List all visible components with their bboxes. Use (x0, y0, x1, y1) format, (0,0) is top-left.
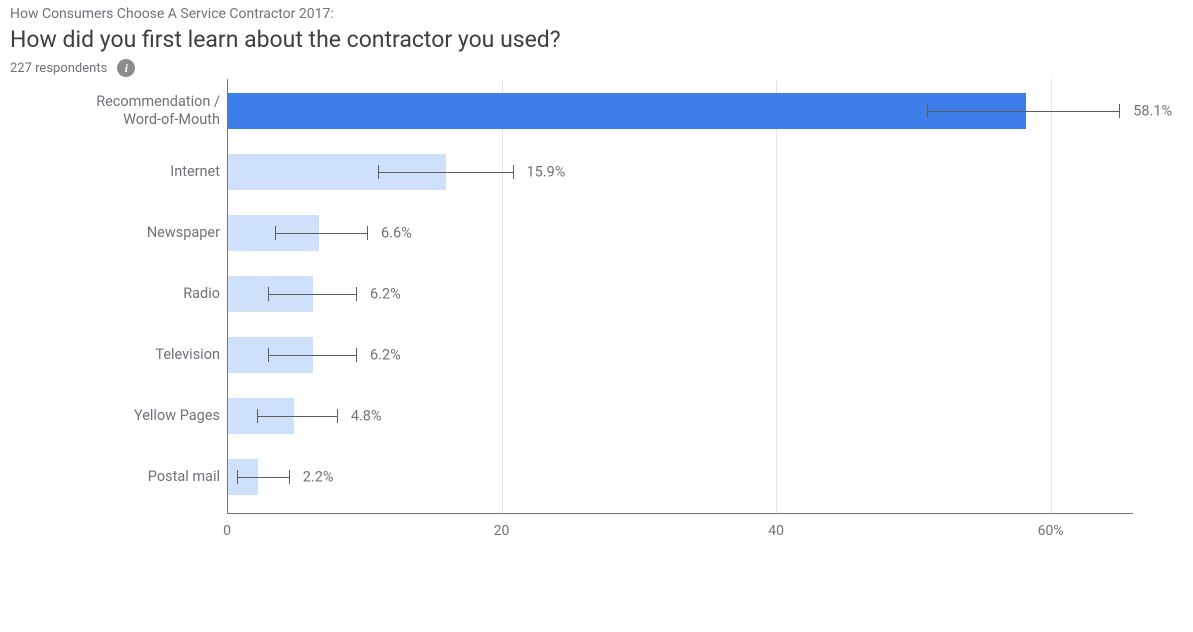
error-cap-high (356, 287, 357, 301)
gridline (1051, 79, 1052, 513)
error-cap-high (1119, 104, 1120, 118)
info-icon[interactable]: i (117, 59, 135, 77)
value-label: 6.2% (370, 347, 401, 364)
bar-chart: 0 20 40 60% Recommendation / Word-of-Mouth 58… (10, 79, 1193, 619)
error-cap-low (927, 104, 928, 118)
category-label: Yellow Pages (10, 407, 220, 425)
value-label: 2.2% (303, 469, 334, 486)
x-tick-label: 20 (494, 523, 510, 539)
error-cap-high (367, 226, 368, 240)
x-tick-label: 40 (768, 523, 784, 539)
value-label: 58.1% (1133, 103, 1172, 120)
error-cap-high (513, 165, 514, 179)
error-cap-low (237, 470, 238, 484)
value-label: 4.8% (351, 408, 382, 425)
bar (228, 93, 1026, 129)
error-bar (927, 111, 1119, 112)
category-label: Newspaper (10, 224, 220, 242)
error-cap-high (356, 348, 357, 362)
value-label: 6.2% (370, 286, 401, 303)
value-label: 6.6% (381, 225, 412, 242)
category-label: Internet (10, 163, 220, 181)
error-cap-low (378, 165, 379, 179)
value-label: 15.9% (527, 164, 566, 181)
chart-supertitle: How Consumers Choose A Service Contracto… (10, 6, 1193, 22)
respondent-count: 227 respondents (10, 61, 107, 76)
error-cap-low (257, 409, 258, 423)
x-axis-line (227, 513, 1133, 514)
category-label: Radio (10, 285, 220, 303)
error-cap-low (268, 287, 269, 301)
error-bar (257, 416, 337, 417)
error-bar (237, 477, 289, 478)
error-bar (268, 294, 356, 295)
error-cap-low (268, 348, 269, 362)
error-cap-high (289, 470, 290, 484)
error-bar (268, 355, 356, 356)
error-bar (275, 233, 367, 234)
error-cap-high (337, 409, 338, 423)
gridline (502, 79, 503, 513)
category-label: Television (10, 346, 220, 364)
error-bar (378, 172, 513, 173)
category-label: Recommendation / Word-of-Mouth (10, 93, 220, 129)
chart-title: How did you first learn about the contra… (10, 26, 1193, 53)
gridline (776, 79, 777, 513)
category-label: Postal mail (10, 468, 220, 486)
x-tick-label: 60% (1038, 523, 1064, 539)
error-cap-low (275, 226, 276, 240)
x-tick-label: 0 (223, 523, 231, 539)
